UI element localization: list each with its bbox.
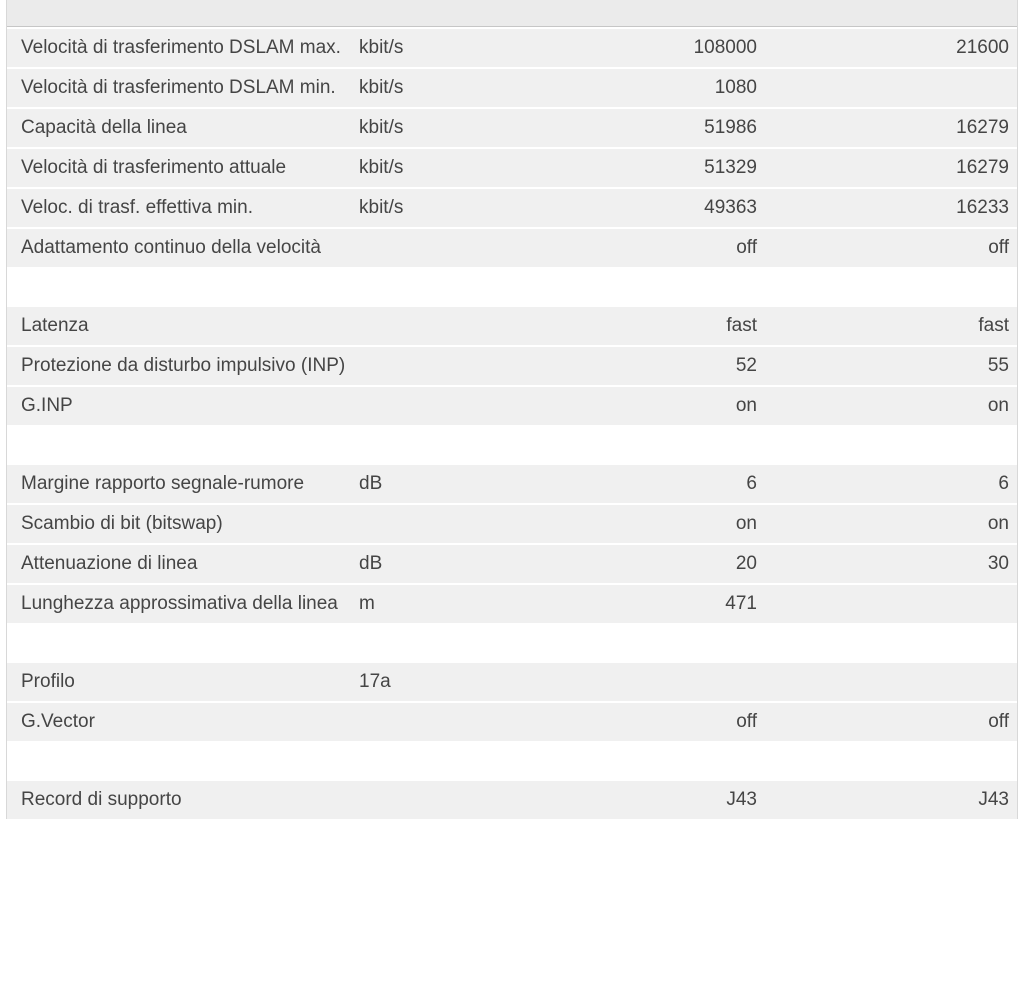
row-label: G.Vector bbox=[21, 711, 95, 732]
row-value-send: 6 bbox=[998, 473, 1009, 494]
row-unit bbox=[359, 518, 417, 530]
row-value-send: 16233 bbox=[956, 197, 1009, 218]
row-value-receive: 108000 bbox=[693, 37, 757, 58]
row-value-receive: 49363 bbox=[704, 197, 757, 218]
row-label: Lunghezza approssimativa della linea bbox=[21, 593, 338, 614]
row-unit bbox=[359, 360, 417, 372]
row-unit bbox=[359, 242, 417, 254]
row-value-receive: 51329 bbox=[704, 157, 757, 178]
table-row: G.Vector off off bbox=[7, 703, 1017, 741]
row-unit: dB bbox=[359, 473, 383, 494]
row-value-receive: fast bbox=[726, 315, 757, 336]
row-value-send bbox=[757, 82, 1017, 94]
row-value-receive: 20 bbox=[735, 553, 757, 574]
row-label: Velocità di trasferimento DSLAM max. bbox=[21, 37, 341, 58]
row-value-send: 16279 bbox=[956, 117, 1009, 138]
row-label: G.INP bbox=[21, 395, 73, 416]
row-unit bbox=[359, 400, 417, 412]
row-label: Veloc. di trasf. effettiva min. bbox=[21, 197, 253, 218]
row-value-receive: J43 bbox=[726, 789, 757, 810]
table-row: G.INP on on bbox=[7, 387, 1017, 425]
row-value-send bbox=[757, 676, 1017, 688]
row-value-send: off bbox=[988, 711, 1009, 732]
row-label: Margine rapporto segnale-rumore bbox=[21, 473, 305, 494]
row-unit: kbit/s bbox=[359, 197, 404, 218]
table-row: Lunghezza approssimativa della linea m 4… bbox=[7, 585, 1017, 623]
row-unit: kbit/s bbox=[359, 117, 404, 138]
row-value-send bbox=[757, 598, 1017, 610]
row-label: Scambio di bit (bitswap) bbox=[21, 513, 223, 534]
row-value-send: 30 bbox=[987, 553, 1009, 574]
table-spacer-row bbox=[7, 269, 1017, 305]
row-unit: kbit/s bbox=[359, 37, 404, 58]
table-row: Velocità di trasferimento DSLAM max. kbi… bbox=[7, 29, 1017, 67]
row-value-receive: off bbox=[736, 237, 757, 258]
row-value-receive: on bbox=[735, 513, 757, 534]
table-body: Velocità di trasferimento DSLAM max. kbi… bbox=[7, 27, 1017, 819]
row-value-receive: 6 bbox=[746, 473, 757, 494]
row-label: Velocità di trasferimento attuale bbox=[21, 157, 287, 178]
table-header-cutoff bbox=[7, 0, 1017, 27]
table-row: Latenza fast fast bbox=[7, 307, 1017, 345]
table-row: Velocità di trasferimento DSLAM min. kbi… bbox=[7, 69, 1017, 107]
table-row: Margine rapporto segnale-rumore dB 6 6 bbox=[7, 465, 1017, 503]
row-unit: kbit/s bbox=[359, 157, 404, 178]
row-value-receive: 51986 bbox=[704, 117, 757, 138]
row-value-send: off bbox=[988, 237, 1009, 258]
row-value-receive: 52 bbox=[735, 355, 757, 376]
row-value-send: 16279 bbox=[956, 157, 1009, 178]
row-unit: 17a bbox=[359, 671, 391, 692]
row-value-receive: 1080 bbox=[714, 77, 757, 98]
table-row: Adattamento continuo della velocità off … bbox=[7, 229, 1017, 267]
table-spacer-row bbox=[7, 743, 1017, 779]
table-row: Velocità di trasferimento attuale kbit/s… bbox=[7, 149, 1017, 187]
row-label: Velocità di trasferimento DSLAM min. bbox=[21, 77, 336, 98]
row-label: Adattamento continuo della velocità bbox=[21, 237, 321, 258]
row-value-send: 55 bbox=[987, 355, 1009, 376]
table-spacer-row bbox=[7, 427, 1017, 463]
row-value-send: 21600 bbox=[956, 37, 1009, 58]
row-unit: m bbox=[359, 593, 375, 614]
row-label: Profilo bbox=[21, 671, 75, 692]
row-value-send: J43 bbox=[978, 789, 1009, 810]
row-value-receive: 471 bbox=[725, 593, 757, 614]
row-value-receive bbox=[417, 676, 757, 688]
table-row: Record di supporto J43 J43 bbox=[7, 781, 1017, 819]
row-value-receive: off bbox=[736, 711, 757, 732]
table-row: Profilo 17a bbox=[7, 663, 1017, 701]
row-label: Capacità della linea bbox=[21, 117, 187, 138]
dsl-info-table: Velocità di trasferimento DSLAM max. kbi… bbox=[6, 0, 1018, 819]
row-unit bbox=[359, 716, 417, 728]
row-value-send: on bbox=[987, 513, 1009, 534]
table-row: Protezione da disturbo impulsivo (INP) 5… bbox=[7, 347, 1017, 385]
table-row: Veloc. di trasf. effettiva min. kbit/s 4… bbox=[7, 189, 1017, 227]
row-value-send: fast bbox=[978, 315, 1009, 336]
row-unit: dB bbox=[359, 553, 383, 574]
row-unit bbox=[359, 794, 417, 806]
row-unit: kbit/s bbox=[359, 77, 404, 98]
table-spacer-row bbox=[7, 625, 1017, 661]
row-unit bbox=[359, 320, 417, 332]
row-value-receive: on bbox=[735, 395, 757, 416]
row-label: Record di supporto bbox=[21, 789, 182, 810]
row-label: Latenza bbox=[21, 315, 89, 336]
table-row: Capacità della linea kbit/s 51986 16279 bbox=[7, 109, 1017, 147]
row-label: Attenuazione di linea bbox=[21, 553, 198, 574]
row-label: Protezione da disturbo impulsivo (INP) bbox=[21, 355, 346, 376]
table-row: Attenuazione di linea dB 20 30 bbox=[7, 545, 1017, 583]
table-row: Scambio di bit (bitswap) on on bbox=[7, 505, 1017, 543]
row-value-send: on bbox=[987, 395, 1009, 416]
